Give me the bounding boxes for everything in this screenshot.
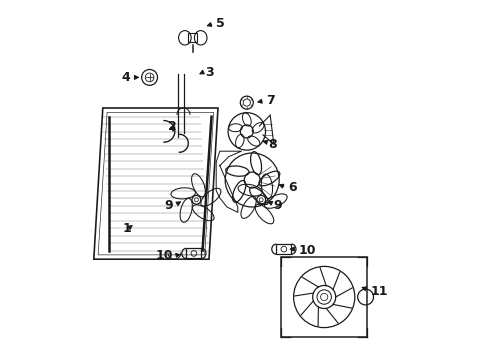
Text: 10: 10 — [155, 249, 173, 262]
Bar — [186, 248, 201, 258]
Text: 4: 4 — [121, 71, 130, 84]
Text: 11: 11 — [371, 285, 389, 298]
Text: 6: 6 — [288, 181, 297, 194]
Text: 2: 2 — [168, 120, 176, 132]
Bar — [189, 33, 197, 42]
Text: 7: 7 — [267, 94, 275, 107]
Text: 1: 1 — [122, 222, 131, 235]
Text: 9: 9 — [274, 199, 282, 212]
Text: 9: 9 — [164, 199, 173, 212]
Text: 3: 3 — [205, 66, 214, 78]
Text: 8: 8 — [269, 138, 277, 150]
Text: 5: 5 — [216, 17, 225, 30]
Bar — [281, 257, 368, 337]
Text: 10: 10 — [299, 244, 317, 257]
Bar — [276, 244, 292, 254]
